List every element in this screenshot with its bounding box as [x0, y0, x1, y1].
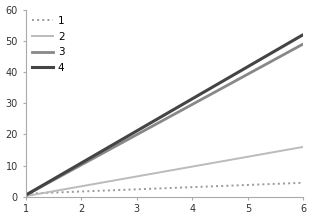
Legend: 1, 2, 3, 4: 1, 2, 3, 4: [29, 13, 68, 76]
